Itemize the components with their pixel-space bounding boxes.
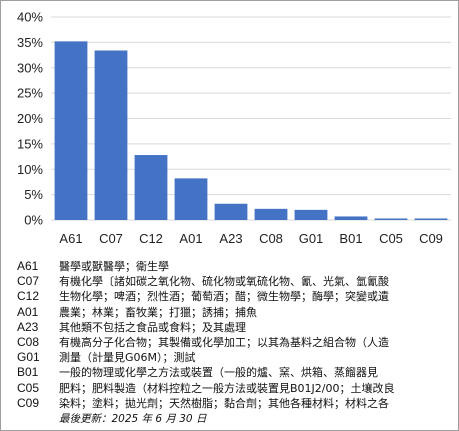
legend: A61 醫學或獸醫學；衛生學 C07 有機化學〔諸如碳之氧化物、硫化物或氧硫化物、氰、… [17, 259, 453, 411]
x-tick-label: A01 [179, 231, 202, 246]
y-tick-label: 25% [17, 86, 43, 101]
legend-description: 一般的物理或化學之方法或裝置（一般的爐、窯、烘箱、蒸餾器見 [59, 366, 378, 380]
legend-description: 其他類不包括之食品或食料；及其處理 [59, 320, 246, 334]
x-axis-ticks: A61 C07 C12 A01 A23 C08 G01 B01 C05 C09 [59, 231, 443, 246]
y-tick-label: 15% [17, 136, 43, 151]
bar-c07 [94, 50, 128, 221]
bar-a61 [54, 41, 88, 220]
legend-code: A01 [17, 304, 39, 319]
y-tick-label: 35% [17, 35, 43, 50]
legend-row: C07 有機化學〔諸如碳之氧化物、硫化物或氧硫化物、氰、光氣、氫氰酸 [17, 274, 453, 289]
legend-description: 有機化學〔諸如碳之氧化物、硫化物或氧硫化物、氰、光氣、氫氰酸 [59, 275, 389, 289]
last-updated-note: 最後更新：2025 年 6 月 30 日 [59, 413, 207, 425]
legend-code: C05 [17, 380, 40, 395]
legend-code: C07 [17, 274, 40, 289]
legend-row: C12 生物化學；啤酒；烈性酒；葡萄酒；醋；微生物學；酶學；突變或遺 [17, 289, 453, 304]
legend-row: A23 其他類不包括之食品或食料；及其處理 [17, 320, 453, 335]
legend-row: C09 染料；塗料；拋光劑；天然樹脂；黏合劑；其他各種材料；材料之各 [17, 396, 453, 411]
x-tick-label: C05 [379, 231, 403, 246]
y-tick-label: 20% [17, 111, 43, 126]
bar-g01 [294, 209, 328, 220]
legend-code: A23 [17, 319, 39, 334]
legend-row: C08 有機高分子化合物；其製備或化學加工；以其為基料之組合物（人造 [17, 335, 453, 350]
x-tick-label: C12 [139, 231, 163, 246]
bar-chart: 0% 5% 10% 15% 20% 25% 30% 35% 40% A61 C07 C12 A01 A2… [17, 10, 451, 246]
bar-c09 [414, 218, 448, 220]
y-tick-label: 10% [17, 162, 43, 177]
x-tick-label: C07 [99, 231, 123, 246]
x-tick-label: C09 [419, 231, 443, 246]
y-tick-label: 5% [24, 187, 43, 202]
legend-description: 醫學或獸醫學；衛生學 [59, 260, 169, 273]
legend-description: 農業；林業；畜牧業；打獵；誘捕；捕魚 [59, 305, 257, 319]
bar-b01 [334, 216, 368, 220]
x-tick-label: A23 [219, 231, 242, 246]
legend-description: 有機高分子化合物；其製備或化學加工；以其為基料之組合物（人造 [59, 335, 389, 349]
legend-row: G01 測量（計量見G06M）；測試 [17, 350, 453, 365]
legend-code: C09 [17, 395, 40, 410]
x-tick-label: A61 [59, 231, 82, 246]
y-tick-label: 0% [24, 213, 43, 228]
legend-row: C05 肥料；肥料製造（材料控粒之一般方法或裝置見B01J2/00；土壤改良 [17, 381, 453, 396]
y-tick-label: 30% [17, 60, 43, 75]
x-tick-label: C08 [259, 231, 283, 246]
bar-c08 [254, 208, 288, 220]
legend-description: 肥料；肥料製造（材料控粒之一般方法或裝置見B01J2/00；土壤改良 [59, 381, 395, 395]
legend-code: C12 [17, 289, 40, 304]
y-axis-ticks: 0% 5% 10% 15% 20% 25% 30% 35% 40% [17, 10, 43, 228]
legend-row: A01 農業；林業；畜牧業；打獵；誘捕；捕魚 [17, 305, 453, 320]
legend-description: 測量（計量見G06M）；測試 [59, 351, 196, 365]
legend-description: 生物化學；啤酒；烈性酒；葡萄酒；醋；微生物學；酶學；突變或遺 [59, 290, 389, 304]
legend-code: G01 [17, 350, 40, 365]
legend-code: A61 [17, 259, 39, 273]
legend-code: B01 [17, 365, 39, 380]
y-tick-label: 40% [17, 10, 43, 25]
bar-a01 [174, 178, 208, 220]
x-tick-label: G01 [299, 231, 324, 246]
legend-description: 染料；塗料；拋光劑；天然樹脂；黏合劑；其他各種材料；材料之各 [59, 396, 389, 410]
bar-c05 [374, 218, 408, 220]
bar-a23 [214, 203, 248, 220]
legend-row: B01 一般的物理或化學之方法或裝置（一般的爐、窯、烘箱、蒸餾器見 [17, 365, 453, 380]
bars [54, 41, 448, 221]
x-tick-label: B01 [339, 231, 362, 246]
bar-c12 [134, 155, 168, 220]
legend-row: A61 醫學或獸醫學；衛生學 [17, 259, 453, 274]
legend-code: C08 [17, 334, 40, 349]
